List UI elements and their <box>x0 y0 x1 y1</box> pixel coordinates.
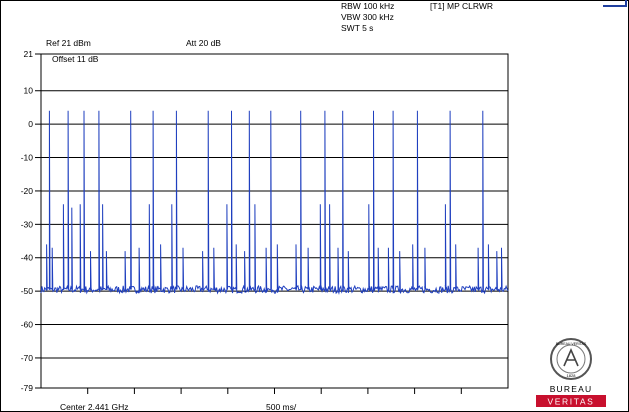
trace-line <box>40 110 509 295</box>
grid <box>41 90 508 359</box>
center-frequency-label: Center 2.441 GHz <box>60 402 129 412</box>
y-tick-label: -70 <box>21 353 34 363</box>
y-tick-label: -10 <box>21 153 34 163</box>
logo-year: 1828 <box>567 373 577 378</box>
corner-accent <box>603 0 627 7</box>
y-tick-label: -30 <box>21 219 34 229</box>
logo-brand-bottom: VERITAS <box>548 397 595 407</box>
ref-level-label: Ref 21 dBm <box>46 38 91 48</box>
y-tick-label: -50 <box>21 286 34 296</box>
vbw-label: VBW 300 kHz <box>341 12 394 22</box>
offset-label: Offset 11 dB <box>52 54 99 64</box>
logo-ring-text: BUREAU VERITAS <box>556 342 587 346</box>
y-tick-label: -20 <box>21 186 34 196</box>
time-per-div-label: 500 ms/ <box>266 402 297 412</box>
y-axis-ticks: 21 10 0 -10 -20 -30 -40 -50 -60 -70 -79 <box>21 49 41 393</box>
rbw-label: RBW 100 kHz <box>341 1 394 11</box>
logo-brand-top: BUREAU <box>550 384 593 394</box>
y-tick-label: 10 <box>24 86 34 96</box>
plot-border <box>40 53 509 389</box>
y-tick-label: -79 <box>21 383 34 393</box>
y-tick-label: 21 <box>24 49 34 59</box>
x-axis-ticks <box>87 388 462 394</box>
attenuation-label: Att 20 dB <box>186 38 221 48</box>
swt-label: SWT 5 s <box>341 23 373 33</box>
y-tick-label: -40 <box>21 253 34 263</box>
bureau-veritas-logo: 1828 BUREAU VERITAS BUREAU VERITAS <box>536 338 606 407</box>
y-tick-label: 0 <box>28 119 33 129</box>
trace-mode-label: [T1] MP CLRWR <box>430 1 493 11</box>
y-tick-label: -60 <box>21 320 34 330</box>
